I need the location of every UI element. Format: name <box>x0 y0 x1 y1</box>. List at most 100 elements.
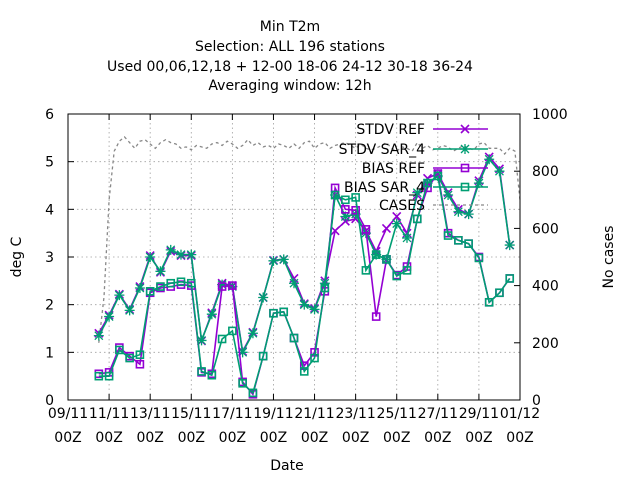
data-point <box>217 334 227 344</box>
legend-entry: BIAS SAR_4 <box>344 180 488 196</box>
data-point <box>196 335 207 346</box>
data-point <box>156 282 165 291</box>
x-axis-label: Date <box>270 458 303 474</box>
series-line <box>98 155 511 354</box>
data-point <box>258 351 268 361</box>
data-point <box>279 307 289 317</box>
x-tick-label: 25/11 <box>377 406 417 422</box>
data-point <box>330 226 340 236</box>
data-point <box>176 249 186 260</box>
data-point <box>299 367 309 376</box>
data-point <box>258 292 269 303</box>
y-tick-label: 2 <box>45 298 54 314</box>
y2-tick-label: 1000 <box>532 107 568 123</box>
y-axis-left: 0 1 2 3 4 5 6 <box>45 107 74 409</box>
data-point <box>505 274 515 283</box>
data-point <box>484 154 495 165</box>
y-tick-label: 1 <box>45 345 54 361</box>
y2-tick-label: 800 <box>532 164 559 180</box>
data-point <box>361 266 371 275</box>
data-point <box>93 330 104 341</box>
data-point <box>228 281 237 290</box>
data-point <box>238 379 247 388</box>
y-tick-label: 6 <box>45 107 54 123</box>
data-point <box>423 178 432 188</box>
data-point <box>289 333 299 343</box>
data-point <box>217 282 227 291</box>
data-point <box>176 277 186 287</box>
data-point <box>186 249 197 260</box>
x-tick-label-time: 00Z <box>301 430 328 446</box>
x-tick-label: 29/11 <box>459 406 499 422</box>
data-point <box>197 367 206 376</box>
x-tick-label: 19/11 <box>253 406 293 422</box>
y2-tick-label: 400 <box>532 279 559 295</box>
legend-entry: STDV REF <box>356 122 488 138</box>
data-point <box>310 353 319 363</box>
data-point <box>125 353 134 363</box>
x-tick-label-time: 00Z <box>219 430 246 446</box>
x-tick-label: 15/11 <box>171 406 211 422</box>
data-point <box>104 371 114 381</box>
data-point <box>207 370 217 380</box>
x-tick-label-time: 00Z <box>178 430 205 446</box>
data-point <box>402 266 412 275</box>
data-point <box>433 171 443 181</box>
data-point <box>247 328 258 339</box>
x-tick-label-time: 00Z <box>506 430 533 446</box>
data-point <box>145 287 155 296</box>
legend: STDV REF STDV SAR_4 BIAS REF BIAS SAR_4 CASE… <box>339 122 488 214</box>
data-point <box>115 345 124 355</box>
y2-tick-label: 200 <box>532 336 559 352</box>
data-point <box>228 326 237 336</box>
data-point <box>454 236 463 245</box>
x-tick-label: 11/11 <box>89 406 129 422</box>
data-point <box>134 282 145 293</box>
data-point <box>269 308 278 318</box>
data-point <box>320 283 330 293</box>
data-point <box>391 218 402 229</box>
title-line-4: Averaging window: 12h <box>208 78 371 94</box>
data-point <box>460 124 470 134</box>
x-tick-label: 21/11 <box>294 406 334 422</box>
data-point <box>166 278 176 288</box>
legend-label: STDV SAR_4 <box>339 142 425 158</box>
y-tick-label: 4 <box>45 202 54 218</box>
y-tick-label: 0 <box>45 393 54 409</box>
x-tick-label-time: 00Z <box>383 430 410 446</box>
legend-label: BIAS REF <box>362 161 425 177</box>
data-point <box>135 350 145 360</box>
data-point <box>392 271 402 281</box>
data-point <box>371 312 381 321</box>
data-point <box>206 309 217 320</box>
x-tick-label: 17/11 <box>212 406 252 422</box>
x-tick-label: 27/11 <box>418 406 458 422</box>
data-point <box>495 288 504 298</box>
data-point <box>453 206 464 217</box>
legend-label: STDV REF <box>356 122 425 138</box>
chart-title: Min T2m Selection: ALL 196 stations Used… <box>107 19 473 94</box>
data-point <box>402 232 412 243</box>
data-point <box>341 205 350 214</box>
data-point <box>460 163 470 173</box>
series-line <box>98 157 511 355</box>
plot-area <box>93 135 521 399</box>
x-tick-label-time: 00Z <box>136 430 163 446</box>
title-line-2: Selection: ALL 196 stations <box>195 39 385 55</box>
x-tick-label: 09/11 <box>48 406 88 422</box>
data-point <box>248 388 258 398</box>
data-point <box>504 240 515 251</box>
series-stdv-ref <box>94 152 515 356</box>
data-point <box>309 304 320 315</box>
y-axis-label: deg C <box>9 236 25 277</box>
data-point <box>460 182 470 192</box>
data-point <box>186 278 196 288</box>
x-tick-label-time: 00Z <box>342 430 369 446</box>
data-point <box>237 347 248 358</box>
data-point <box>289 278 299 289</box>
x-tick-label-time: 00Z <box>54 430 81 446</box>
data-point <box>460 144 470 154</box>
x-tick-label-time: 00Z <box>424 430 451 446</box>
data-point <box>278 254 289 265</box>
legend-entry: CASES <box>379 198 488 214</box>
